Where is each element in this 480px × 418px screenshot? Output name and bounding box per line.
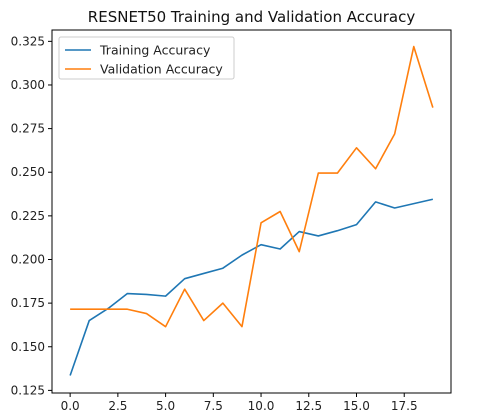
legend-box [58,36,235,80]
x-tick-label: 17.5 [391,399,418,413]
y-tick-label: 0.175 [11,296,45,310]
y-tick-label: 0.125 [11,383,45,397]
x-tick-label: 12.5 [295,399,322,413]
legend: Training Accuracy Validation Accuracy [58,36,235,80]
chart-title: RESNET50 Training and Validation Accurac… [88,8,416,26]
x-tick-label: 10.0 [248,399,275,413]
y-tick-label: 0.150 [11,340,45,354]
y-tick-label: 0.325 [11,34,45,48]
x-tick-label: 15.0 [343,399,370,413]
series-line-training-accuracy [69,198,434,376]
series-layer [69,45,434,376]
y-tick-label: 0.200 [11,252,45,266]
series-line-validation-accuracy [70,45,434,328]
x-axis: 0.0 2.5 5.0 7.5 10.0 12.5 15.0 17.5 [61,393,418,413]
x-tick-label: 5.0 [156,399,175,413]
y-tick-label: 0.275 [11,122,45,136]
plot-area-frame [51,29,452,394]
y-tick-label: 0.300 [11,78,45,92]
legend-label-validation-accuracy: Validation Accuracy [100,62,223,77]
x-tick-label: 0.0 [61,399,80,413]
y-tick-label: 0.225 [11,209,45,223]
y-axis: 0.125 0.150 0.175 0.200 0.225 0.250 0.275 0.300… [11,34,52,397]
x-tick-label: 7.5 [204,399,223,413]
legend-label-training-accuracy: Training Accuracy [99,43,211,58]
y-tick-label: 0.250 [11,165,45,179]
x-tick-label: 2.5 [108,399,127,413]
